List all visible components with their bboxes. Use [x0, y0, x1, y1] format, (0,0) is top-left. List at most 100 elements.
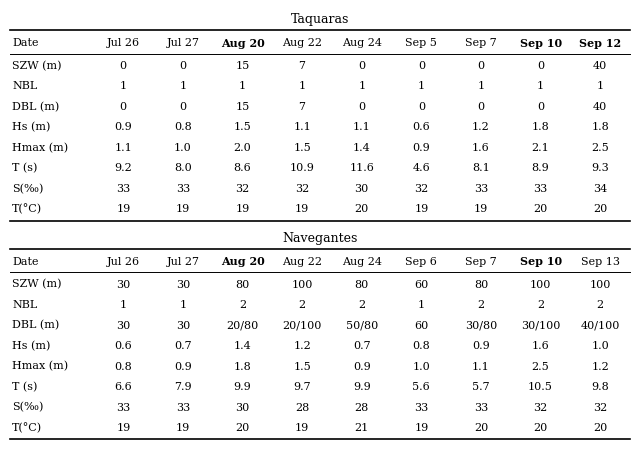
- Text: 32: 32: [414, 184, 428, 194]
- Text: Aug 22: Aug 22: [282, 257, 322, 267]
- Text: 9.7: 9.7: [293, 382, 311, 392]
- Text: 1: 1: [298, 81, 306, 91]
- Text: 19: 19: [295, 204, 309, 214]
- Text: 30/80: 30/80: [465, 321, 497, 330]
- Text: 9.9: 9.9: [353, 382, 371, 392]
- Text: 9.8: 9.8: [591, 382, 609, 392]
- Text: T(°C): T(°C): [12, 204, 42, 215]
- Text: 0.9: 0.9: [353, 361, 371, 371]
- Text: 7.9: 7.9: [174, 382, 192, 392]
- Text: 2: 2: [477, 300, 484, 310]
- Text: 19: 19: [474, 204, 488, 214]
- Text: 50/80: 50/80: [346, 321, 378, 330]
- Text: 100: 100: [530, 280, 551, 290]
- Text: Date: Date: [12, 39, 38, 48]
- Text: 1.1: 1.1: [353, 122, 371, 133]
- Text: 1.4: 1.4: [234, 341, 252, 351]
- Text: Sep 7: Sep 7: [465, 257, 497, 267]
- Text: 1.5: 1.5: [293, 361, 311, 371]
- Text: 0: 0: [477, 61, 484, 71]
- Text: 2: 2: [358, 300, 365, 310]
- Text: 8.6: 8.6: [234, 164, 252, 173]
- Text: 20: 20: [534, 204, 548, 214]
- Text: 28: 28: [295, 402, 309, 413]
- Text: 1.0: 1.0: [412, 361, 430, 371]
- Text: 19: 19: [116, 423, 131, 433]
- Text: 30: 30: [236, 402, 250, 413]
- Text: 33: 33: [176, 402, 190, 413]
- Text: 30: 30: [176, 280, 190, 290]
- Text: 0.7: 0.7: [174, 341, 192, 351]
- Text: 20: 20: [474, 423, 488, 433]
- Text: 1.1: 1.1: [115, 143, 132, 153]
- Text: Jul 26: Jul 26: [107, 39, 140, 48]
- Text: 1: 1: [120, 300, 127, 310]
- Text: Hmax (m): Hmax (m): [12, 143, 68, 153]
- Text: 30: 30: [116, 280, 131, 290]
- Text: 19: 19: [116, 204, 131, 214]
- Text: 15: 15: [236, 102, 250, 112]
- Text: 20: 20: [593, 204, 607, 214]
- Text: 1: 1: [537, 81, 544, 91]
- Text: 2: 2: [596, 300, 604, 310]
- Text: NBL: NBL: [12, 81, 37, 91]
- Text: 0: 0: [418, 102, 425, 112]
- Text: 1.2: 1.2: [472, 122, 490, 133]
- Text: 0.9: 0.9: [174, 361, 192, 371]
- Text: 1.2: 1.2: [293, 341, 311, 351]
- Text: 0: 0: [537, 102, 544, 112]
- Text: 11.6: 11.6: [349, 164, 374, 173]
- Text: Sep 10: Sep 10: [520, 38, 562, 49]
- Text: Sep 12: Sep 12: [579, 38, 621, 49]
- Text: Sep 6: Sep 6: [405, 257, 437, 267]
- Text: 40: 40: [593, 61, 607, 71]
- Text: 2: 2: [298, 300, 306, 310]
- Text: 8.0: 8.0: [174, 164, 192, 173]
- Text: 1: 1: [358, 81, 365, 91]
- Text: Jul 27: Jul 27: [166, 257, 200, 267]
- Text: 0: 0: [537, 61, 544, 71]
- Text: Sep 7: Sep 7: [465, 39, 497, 48]
- Text: 2.0: 2.0: [234, 143, 252, 153]
- Text: 5.6: 5.6: [412, 382, 430, 392]
- Text: 30: 30: [116, 321, 131, 330]
- Text: T (s): T (s): [12, 163, 37, 173]
- Text: 0: 0: [179, 102, 186, 112]
- Text: 20/80: 20/80: [227, 321, 259, 330]
- Text: 2.1: 2.1: [532, 143, 550, 153]
- Text: 0.6: 0.6: [412, 122, 430, 133]
- Text: 32: 32: [593, 402, 607, 413]
- Text: 1.5: 1.5: [293, 143, 311, 153]
- Text: 7: 7: [299, 61, 306, 71]
- Text: 15: 15: [236, 61, 250, 71]
- Text: Sep 10: Sep 10: [520, 257, 562, 267]
- Text: 33: 33: [116, 402, 131, 413]
- Text: 1.4: 1.4: [353, 143, 371, 153]
- Text: Aug 22: Aug 22: [282, 39, 322, 48]
- Text: 1.1: 1.1: [472, 361, 490, 371]
- Text: 19: 19: [414, 423, 428, 433]
- Text: 0: 0: [120, 61, 127, 71]
- Text: 100: 100: [291, 280, 313, 290]
- Text: 0.8: 0.8: [412, 341, 430, 351]
- Text: 1.2: 1.2: [591, 361, 609, 371]
- Text: 1.8: 1.8: [532, 122, 550, 133]
- Text: 32: 32: [534, 402, 548, 413]
- Text: Navegantes: Navegantes: [282, 232, 358, 245]
- Text: 1: 1: [179, 81, 186, 91]
- Text: DBL (m): DBL (m): [12, 321, 60, 331]
- Text: Hmax (m): Hmax (m): [12, 361, 68, 372]
- Text: 9.2: 9.2: [115, 164, 132, 173]
- Text: Sep 13: Sep 13: [580, 257, 620, 267]
- Text: 32: 32: [236, 184, 250, 194]
- Text: 19: 19: [236, 204, 250, 214]
- Text: 1.5: 1.5: [234, 122, 252, 133]
- Text: Aug 20: Aug 20: [221, 38, 264, 49]
- Text: 0.9: 0.9: [472, 341, 490, 351]
- Text: 1: 1: [418, 300, 425, 310]
- Text: 4.6: 4.6: [412, 164, 430, 173]
- Text: 34: 34: [593, 184, 607, 194]
- Text: 2.5: 2.5: [532, 361, 550, 371]
- Text: T(°C): T(°C): [12, 423, 42, 433]
- Text: 30: 30: [355, 184, 369, 194]
